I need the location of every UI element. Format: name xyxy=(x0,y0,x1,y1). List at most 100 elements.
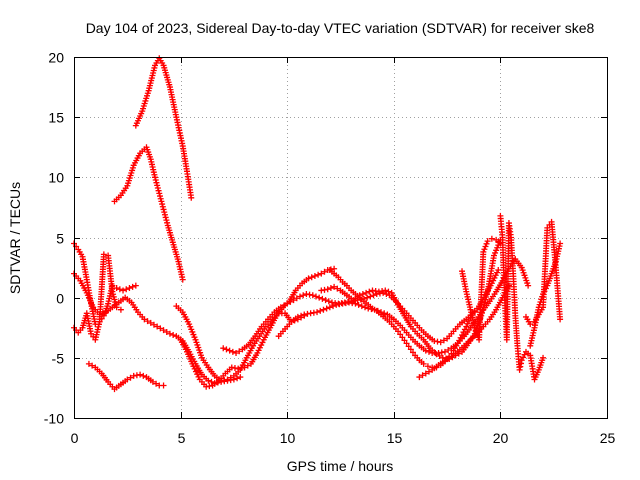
data-point xyxy=(241,364,248,371)
data-point xyxy=(290,297,297,304)
series-arc-14 xyxy=(459,235,504,343)
data-point xyxy=(437,339,444,346)
data-point xyxy=(137,371,144,378)
interpolated-markers xyxy=(339,289,348,297)
interpolated-markers xyxy=(346,293,355,302)
interpolated-markers xyxy=(293,295,300,302)
interpolated-markers xyxy=(273,305,282,314)
interpolated-markers xyxy=(227,374,234,381)
data-point xyxy=(226,347,233,354)
x-tick-label: 5 xyxy=(178,430,186,446)
interpolated-markers xyxy=(137,311,146,320)
interpolated-markers xyxy=(445,347,452,354)
interpolated-markers xyxy=(536,357,546,371)
interpolated-markers xyxy=(144,318,151,325)
interpolated-markers xyxy=(308,274,315,281)
data-point xyxy=(420,360,427,367)
interpolated-markers xyxy=(107,381,116,390)
series-arc-8 xyxy=(177,265,338,390)
interpolated-markers xyxy=(129,283,136,290)
x-tick-label: 0 xyxy=(71,430,79,446)
interpolated-markers xyxy=(133,110,145,127)
data-point xyxy=(495,266,502,273)
interpolated-markers xyxy=(508,237,517,275)
interpolated-markers xyxy=(524,316,532,325)
chart-title: Day 104 of 2023, Sidereal Day-to-day VTE… xyxy=(86,20,595,36)
interpolated-markers xyxy=(213,374,222,383)
data-point xyxy=(179,276,186,283)
data-point xyxy=(154,323,161,330)
data-point xyxy=(284,300,291,307)
data-point xyxy=(120,287,127,294)
interpolated-markers xyxy=(116,286,123,293)
interpolated-markers xyxy=(460,342,470,353)
interpolated-markers xyxy=(437,358,446,367)
data-point xyxy=(294,313,301,320)
interpolated-markers xyxy=(150,321,157,328)
interpolated-markers xyxy=(175,305,184,314)
data-point xyxy=(516,366,523,373)
data-point xyxy=(544,224,551,231)
interpolated-markers xyxy=(436,353,443,360)
interpolated-markers xyxy=(249,352,260,365)
interpolated-markers xyxy=(300,292,307,299)
interpolated-markers xyxy=(229,348,236,355)
interpolated-markers xyxy=(208,378,215,385)
data-point xyxy=(160,382,167,389)
interpolated-markers xyxy=(362,304,369,311)
interpolated-markers xyxy=(440,337,447,344)
interpolated-markers xyxy=(170,331,177,338)
data-point xyxy=(224,376,231,383)
interpolated-markers xyxy=(92,306,101,316)
data-markers xyxy=(71,55,564,393)
interpolated-markers xyxy=(157,57,166,67)
data-point xyxy=(367,293,374,300)
interpolated-markers xyxy=(366,288,373,295)
interpolated-markers xyxy=(131,152,142,166)
data-point xyxy=(422,347,429,354)
interpolated-markers xyxy=(260,318,269,328)
interpolated-markers xyxy=(352,293,361,302)
interpolated-markers xyxy=(510,273,519,317)
interpolated-markers xyxy=(456,334,464,344)
interpolated-markers xyxy=(412,338,421,347)
interpolated-markers xyxy=(124,296,133,304)
interpolated-markers xyxy=(414,322,423,331)
interpolated-markers xyxy=(301,277,310,285)
interpolated-markers xyxy=(284,321,293,330)
interpolated-markers xyxy=(364,294,371,301)
interpolated-markers xyxy=(161,64,173,88)
interpolated-markers xyxy=(113,194,122,203)
data-point xyxy=(540,354,547,361)
interpolated-markers xyxy=(100,372,110,383)
interpolated-markers xyxy=(265,318,274,328)
interpolated-markers xyxy=(175,334,184,343)
interpolated-markers xyxy=(294,282,303,292)
interpolated-markers xyxy=(153,380,160,387)
interpolated-markers xyxy=(153,57,161,67)
interpolated-markers xyxy=(144,146,153,160)
interpolated-markers xyxy=(386,313,395,321)
y-tick-label: 20 xyxy=(48,50,64,66)
data-point xyxy=(166,330,173,337)
data-point xyxy=(205,377,212,384)
data-point xyxy=(160,327,167,334)
interpolated-markers xyxy=(173,116,186,147)
interpolated-markers xyxy=(117,296,127,304)
interpolated-markers xyxy=(251,335,261,347)
data-point xyxy=(324,286,331,293)
data-point xyxy=(117,306,124,313)
interpolated-markers xyxy=(298,312,305,319)
data-point xyxy=(322,297,329,304)
interpolated-markers xyxy=(512,315,521,347)
series-arc-6 xyxy=(85,360,167,393)
interpolated-markers xyxy=(281,302,288,309)
data-point xyxy=(382,287,389,294)
interpolated-markers xyxy=(287,298,294,305)
interpolated-markers xyxy=(409,349,416,356)
interpolated-markers xyxy=(452,323,461,332)
interpolated-markers xyxy=(319,295,326,302)
interpolated-markers xyxy=(253,325,264,337)
data-point xyxy=(399,334,406,341)
interpolated-markers xyxy=(517,360,525,370)
